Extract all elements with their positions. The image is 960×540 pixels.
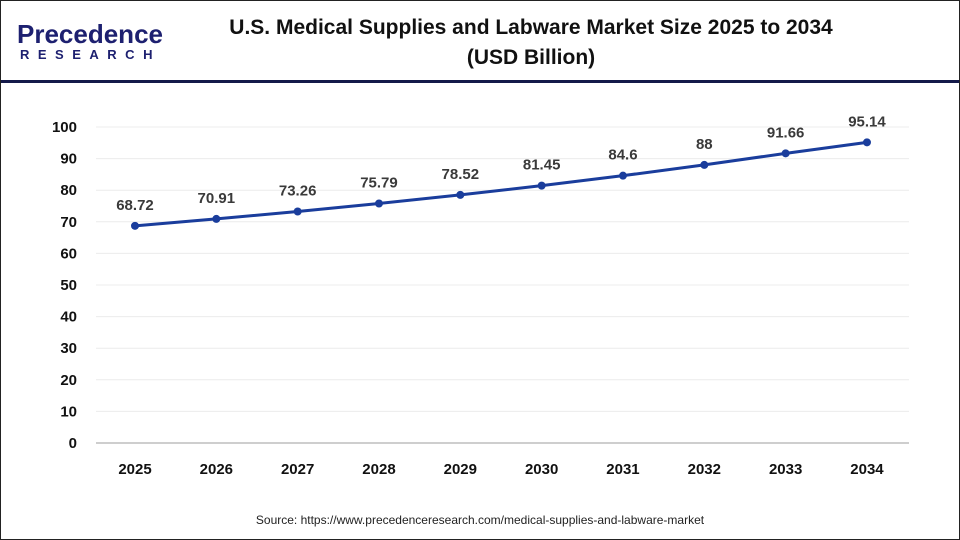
data-point: [537, 181, 546, 190]
data-point: [131, 221, 139, 230]
data-point: [862, 138, 871, 147]
data-point: [618, 171, 627, 180]
y-tick-label: 20: [60, 372, 77, 389]
x-tick-label: 2030: [525, 461, 558, 478]
source-note: Source: https://www.precedenceresearch.c…: [255, 513, 705, 527]
logo-line1: Precedence: [17, 19, 163, 49]
y-tick-label: 70: [60, 214, 77, 231]
x-tick-label: 2025: [118, 461, 151, 478]
x-tick-label: 2029: [444, 461, 477, 478]
logo-line2: RESEARCH: [20, 47, 161, 62]
y-tick-label: 60: [60, 245, 77, 262]
data-point: [781, 149, 790, 158]
data-label: 73.26: [279, 182, 317, 199]
data-point: [456, 190, 465, 199]
y-tick-label: 10: [60, 403, 77, 420]
header-divider: [1, 80, 959, 83]
series-line: [134, 140, 868, 228]
data-label: 84.6: [608, 147, 637, 164]
y-tick-label: 50: [60, 277, 77, 294]
y-tick-label: 40: [60, 309, 77, 326]
y-tick-label: 80: [60, 182, 77, 199]
data-label: 91.66: [767, 124, 805, 141]
y-tick-label: 90: [60, 151, 77, 168]
x-tick-label: 2031: [606, 461, 639, 478]
y-tick-label: 100: [52, 119, 77, 136]
chart-subtitle: (USD Billion): [466, 46, 596, 69]
x-tick-label: 2032: [688, 461, 721, 478]
data-label: 68.72: [116, 197, 154, 214]
data-point: [700, 160, 709, 169]
data-label: 88: [696, 136, 713, 153]
precedence-research-logo: Precedence RESEARCH: [17, 21, 163, 63]
chart-title-main: U.S. Medical Supplies and Labware Market…: [229, 16, 833, 39]
x-tick-label: 2034: [850, 461, 884, 478]
data-label: 78.52: [442, 166, 480, 183]
y-tick-label: 30: [60, 340, 77, 357]
x-tick-label: 2028: [362, 461, 395, 478]
data-label: 75.79: [360, 175, 398, 192]
data-label: 95.14: [848, 113, 886, 130]
data-label: 70.91: [198, 190, 236, 207]
x-tick-label: 2026: [200, 461, 233, 478]
data-point: [374, 199, 383, 208]
data-label: 81.45: [523, 157, 561, 174]
chart-title: U.S. Medical Supplies and Labware Market…: [181, 13, 881, 73]
x-tick-label: 2027: [281, 461, 314, 478]
data-point: [212, 214, 221, 223]
y-tick-label: 0: [69, 435, 77, 452]
data-point: [293, 207, 302, 216]
x-tick-label: 2033: [769, 461, 802, 478]
